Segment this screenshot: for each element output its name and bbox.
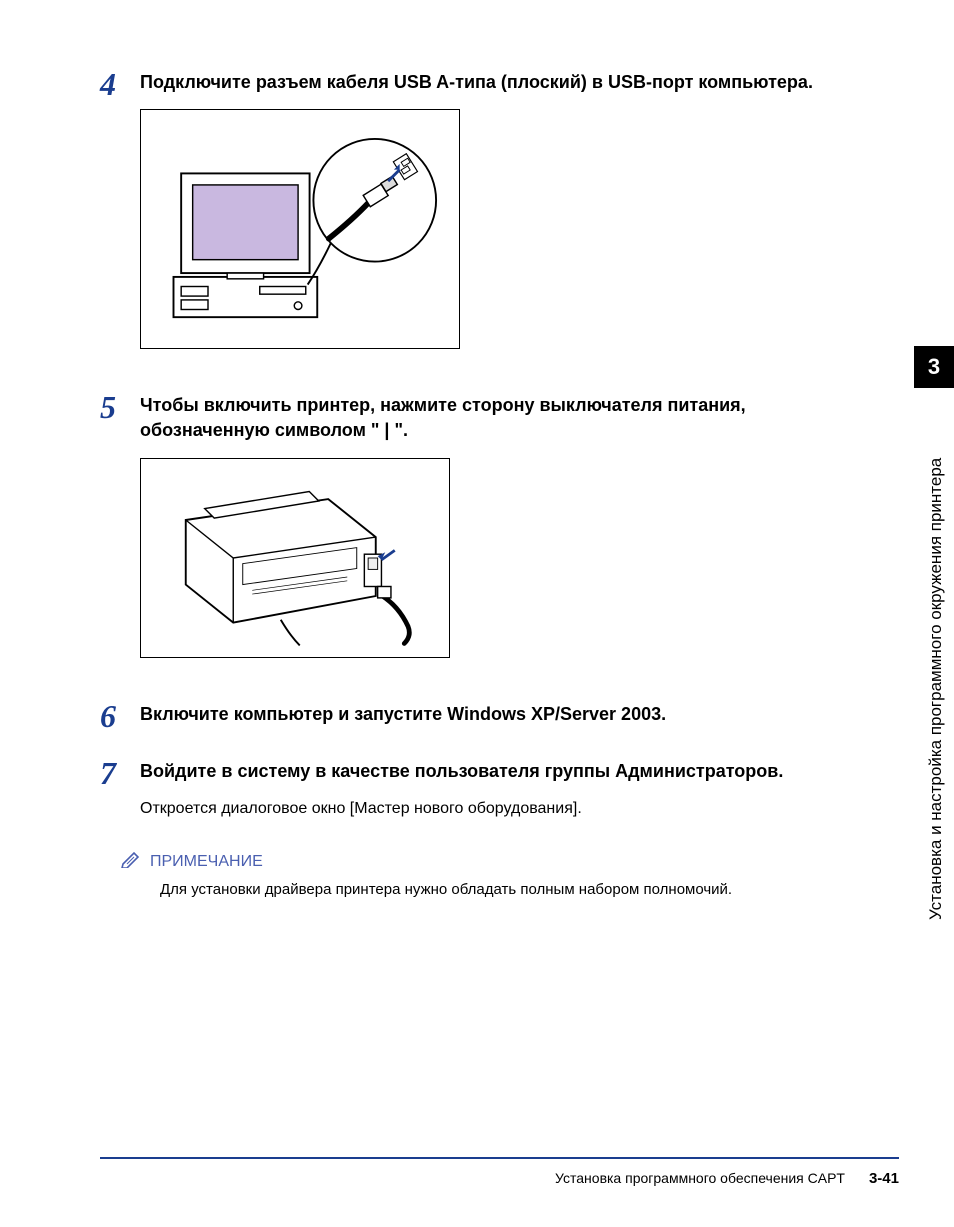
step-title: Войдите в систему в качестве пользовател… bbox=[140, 759, 820, 784]
figure-printer-power bbox=[140, 458, 450, 658]
step-7: 7 Войдите в систему в качестве пользоват… bbox=[100, 759, 820, 833]
step-title: Чтобы включить принтер, нажмите сторону … bbox=[140, 393, 820, 443]
computer-usb-illustration bbox=[145, 114, 455, 344]
step-title: Подключите разъем кабеля USB A-типа (пло… bbox=[140, 70, 820, 95]
footer-page-number: 3-41 bbox=[869, 1170, 899, 1187]
chapter-tab: 3 bbox=[914, 346, 954, 388]
step-body: Включите компьютер и запустите Windows X… bbox=[140, 702, 820, 741]
printer-power-illustration bbox=[145, 463, 445, 653]
footer-rule bbox=[100, 1157, 899, 1159]
step-body: Подключите разъем кабеля USB A-типа (пло… bbox=[140, 70, 820, 375]
content-column: 4 Подключите разъем кабеля USB A-типа (п… bbox=[100, 70, 820, 900]
note-icon bbox=[120, 850, 142, 873]
step-6: 6 Включите компьютер и запустите Windows… bbox=[100, 702, 820, 741]
step-body: Войдите в систему в качестве пользовател… bbox=[140, 759, 820, 833]
footer-section: Установка программного обеспечения CAPT bbox=[555, 1170, 845, 1186]
step-title: Включите компьютер и запустите Windows X… bbox=[140, 702, 820, 727]
note-label: ПРИМЕЧАНИЕ bbox=[150, 853, 263, 871]
page-footer: Установка программного обеспечения CAPT … bbox=[100, 1170, 899, 1187]
step-description: Откроется диалоговое окно [Мастер нового… bbox=[140, 798, 820, 820]
step-body: Чтобы включить принтер, нажмите сторону … bbox=[140, 393, 820, 683]
manual-page: 4 Подключите разъем кабеля USB A-типа (п… bbox=[0, 0, 954, 1227]
step-number: 4 bbox=[100, 68, 140, 100]
note-block: ПРИМЕЧАНИЕ Для установки драйвера принте… bbox=[120, 850, 820, 900]
figure-usb-connection bbox=[140, 109, 460, 349]
step-number: 6 bbox=[100, 700, 140, 732]
chapter-number: 3 bbox=[928, 354, 940, 380]
step-number: 5 bbox=[100, 391, 140, 423]
step-number: 7 bbox=[100, 757, 140, 789]
step-5: 5 Чтобы включить принтер, нажмите сторон… bbox=[100, 393, 820, 683]
chapter-side-label: Установка и настройка программного окруж… bbox=[926, 400, 946, 920]
note-header: ПРИМЕЧАНИЕ bbox=[120, 850, 820, 873]
note-text: Для установки драйвера принтера нужно об… bbox=[160, 879, 820, 900]
step-4: 4 Подключите разъем кабеля USB A-типа (п… bbox=[100, 70, 820, 375]
